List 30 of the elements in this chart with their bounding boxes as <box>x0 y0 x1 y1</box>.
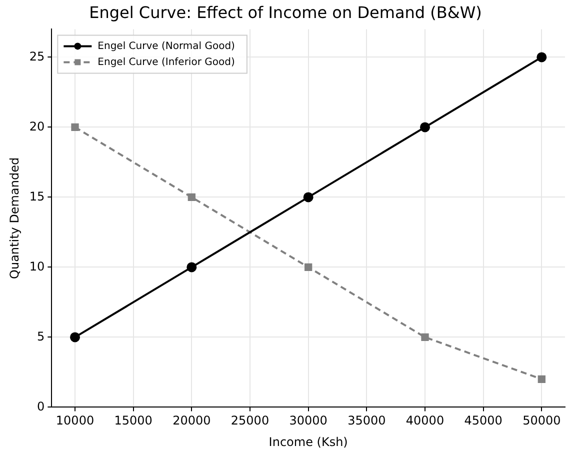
y-tick-label: 15 <box>29 189 45 204</box>
x-tick-label: 45000 <box>464 414 502 428</box>
point <box>538 375 546 384</box>
legend-label: Engel Curve (Normal Good) <box>98 40 236 52</box>
point <box>71 123 79 132</box>
x-axis-title: Income (Ksh) <box>268 434 348 449</box>
y-tick-label: 0 <box>37 399 45 414</box>
x-tick-label: 20000 <box>172 414 211 428</box>
x-tick-label: 40000 <box>406 414 444 428</box>
point <box>70 332 80 342</box>
y-tick-label: 10 <box>29 259 45 274</box>
x-tick-label: 35000 <box>348 414 386 428</box>
point <box>421 333 429 342</box>
point <box>303 192 314 202</box>
point <box>188 193 196 202</box>
x-tick-label: 10000 <box>56 414 94 428</box>
point <box>186 262 197 272</box>
x-tick-label: 30000 <box>289 414 328 428</box>
point <box>420 122 430 132</box>
point <box>304 263 312 272</box>
x-tick-label: 50000 <box>522 414 561 428</box>
y-tick-label: 25 <box>29 49 45 64</box>
point <box>536 52 547 62</box>
y-tick-label: 20 <box>29 119 45 134</box>
x-tick-label: 25000 <box>230 414 270 428</box>
legend-label: Engel Curve (Inferior Good) <box>98 56 235 68</box>
x-tick-label: 15000 <box>114 414 152 428</box>
chart-title: Engel Curve: Effect of Income on Demand (B&W) <box>89 2 482 22</box>
y-tick-label: 5 <box>37 329 45 344</box>
y-axis-title: Quantity Demanded <box>7 157 22 279</box>
